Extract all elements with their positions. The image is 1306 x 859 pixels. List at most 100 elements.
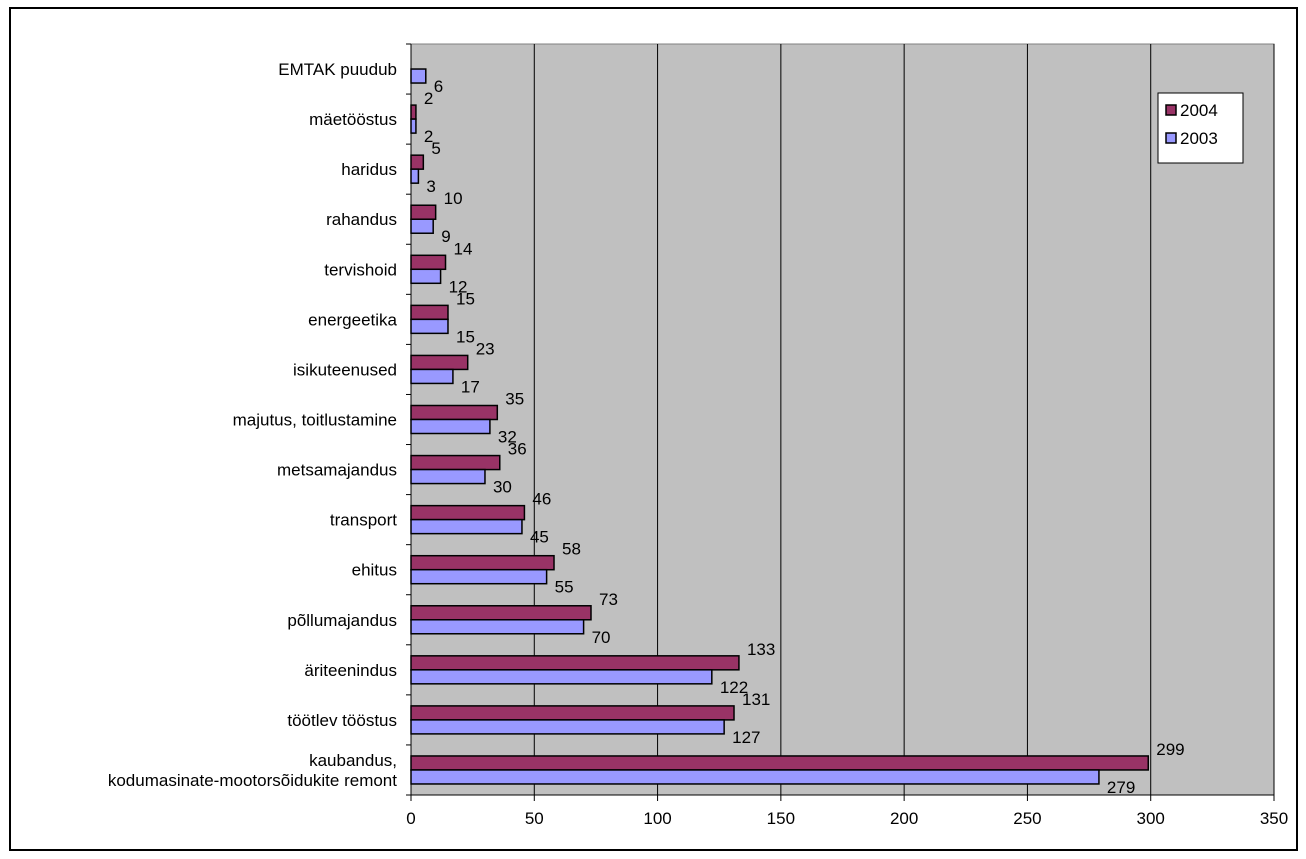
category-label-line: majutus, toitlustamine [233, 411, 397, 430]
value-labels: 2992791311271331227370585546453630353223… [424, 77, 1185, 797]
value-label: 23 [476, 339, 495, 358]
category-label-line: äriteenindus [304, 661, 397, 680]
value-label: 32 [498, 428, 517, 447]
category-label: EMTAK puudub [278, 60, 397, 79]
bar-2004 [410, 354, 469, 371]
bar-2003 [410, 118, 417, 134]
value-label: 6 [434, 77, 443, 96]
bar-2004 [410, 154, 425, 170]
legend-swatch [1165, 104, 1177, 116]
x-tick-label: 0 [406, 809, 415, 828]
category-label-line: kaubandus, [309, 751, 397, 770]
bars [410, 68, 1149, 785]
category-label-line: energeetika [308, 310, 397, 329]
bar-2004 [410, 504, 526, 521]
category-label: mäetööstus [309, 110, 397, 129]
bar-2003 [410, 518, 523, 535]
bar-2004 [410, 204, 437, 220]
category-label-line: EMTAK puudub [278, 60, 397, 79]
bar-2004 [410, 605, 592, 621]
category-label: energeetika [308, 310, 397, 329]
category-labels: kaubandus, kodumasinate-mootorsõidukite r… [108, 60, 398, 790]
bar-2003 [410, 568, 548, 585]
category-label: rahandus [326, 210, 397, 229]
value-label: 9 [441, 227, 450, 246]
bar-2003 [410, 168, 420, 184]
value-label: 3 [426, 177, 435, 196]
value-label: 35 [505, 390, 524, 409]
value-label: 30 [493, 478, 512, 497]
category-label: majutus, toitlustamine [233, 411, 397, 430]
x-tick-labels: 0 50 100 150 200 250 300 350 [406, 809, 1288, 828]
bar-2004 [410, 254, 447, 271]
bar-2004 [410, 454, 501, 471]
grid-lines [533, 44, 1275, 795]
x-tick-label: 300 [1137, 809, 1165, 828]
category-label-line: transport [330, 511, 397, 530]
value-label: 131 [742, 690, 770, 709]
value-label: 46 [532, 490, 551, 509]
category-label-line: kodumasinate-mootorsõidukite remont [108, 771, 397, 790]
value-label: 45 [530, 528, 549, 547]
bar-2003 [410, 769, 1100, 785]
value-label: 36 [508, 440, 527, 459]
bar-2004 [410, 655, 740, 671]
bar-2003 [410, 218, 434, 234]
value-label: 2 [424, 127, 433, 146]
value-label: 17 [461, 377, 480, 396]
bar-2003 [410, 719, 725, 735]
bar-2003 [410, 619, 585, 635]
value-label: 58 [562, 540, 581, 559]
category-label: ehitus [352, 561, 397, 580]
bar-2004 [410, 755, 1149, 771]
legend: 2004 2003 [1157, 92, 1244, 164]
category-label-line: töötlev tööstus [287, 711, 397, 730]
legend-swatch [1165, 132, 1177, 144]
bar-2003 [410, 418, 491, 435]
value-label: 133 [747, 640, 775, 659]
bar-2004 [410, 304, 449, 321]
category-label: transport [330, 511, 397, 530]
category-label: haridus [341, 160, 397, 179]
x-tick-label: 150 [767, 809, 795, 828]
value-label: 15 [456, 327, 475, 346]
bar-2003 [410, 368, 454, 385]
x-tick-label: 50 [525, 809, 544, 828]
category-label-line: ehitus [352, 561, 397, 580]
category-label-line: põllumajandus [287, 611, 397, 630]
bar-2003 [410, 268, 442, 285]
category-label: isikuteenused [293, 360, 397, 379]
bar-2003 [410, 468, 486, 485]
value-label: 10 [444, 189, 463, 208]
value-label: 279 [1107, 778, 1135, 797]
category-label-line: isikuteenused [293, 360, 397, 379]
bar-2004 [410, 705, 735, 721]
value-label: 5 [431, 139, 440, 158]
category-label: metsamajandus [277, 461, 397, 480]
value-label: 70 [592, 628, 611, 647]
value-label: 299 [1156, 740, 1184, 759]
value-label: 2 [424, 89, 433, 108]
value-label: 12 [449, 277, 468, 296]
value-label: 73 [599, 590, 618, 609]
value-label: 122 [720, 678, 748, 697]
bar-2003 [410, 669, 713, 685]
value-label: 55 [555, 578, 574, 597]
value-label: 15 [456, 289, 475, 308]
bar-2004 [410, 404, 499, 421]
x-tick-label: 100 [643, 809, 671, 828]
legend-label: 2003 [1180, 129, 1218, 148]
value-label: 127 [732, 728, 760, 747]
bar-2003 [410, 318, 449, 335]
category-label: äriteenindus [304, 661, 397, 680]
x-tick-label: 200 [890, 809, 918, 828]
category-label-line: metsamajandus [277, 461, 397, 480]
x-tick-label: 250 [1013, 809, 1041, 828]
x-tick-label: 350 [1260, 809, 1288, 828]
category-label: tervishoid [324, 260, 397, 279]
category-label: kaubandus, kodumasinate-mootorsõidukite r… [108, 751, 397, 790]
category-label: töötlev tööstus [287, 711, 397, 730]
category-label: põllumajandus [287, 611, 397, 630]
value-label: 14 [454, 239, 473, 258]
